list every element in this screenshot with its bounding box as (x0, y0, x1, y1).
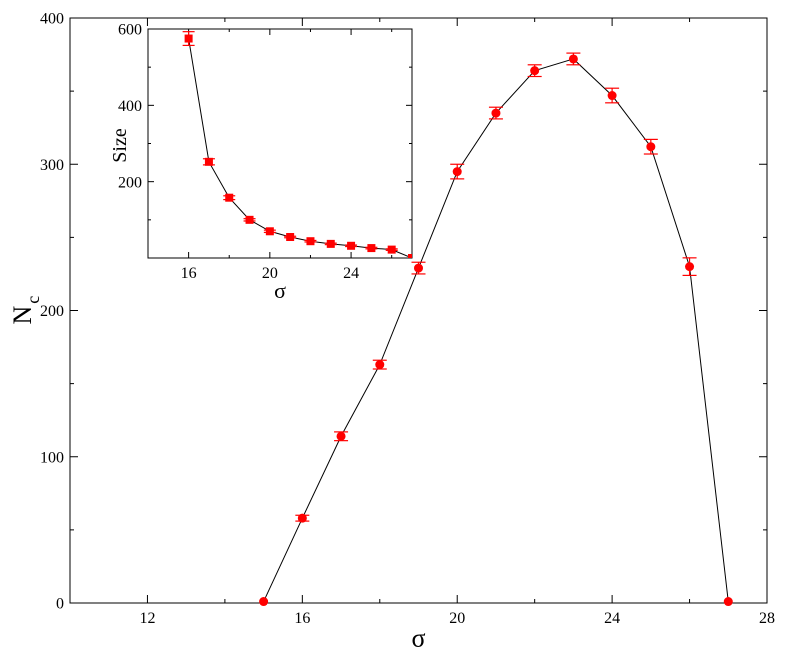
main-x-tick-label: 12 (139, 610, 155, 627)
inset-plot-area (182, 31, 412, 258)
inset-x-tick-label: 16 (181, 265, 197, 282)
inset-data-point (306, 237, 315, 246)
main-x-axis-label: σ (411, 623, 425, 652)
main-data-point (414, 263, 423, 273)
main-y-tick-label: 0 (56, 596, 64, 613)
inset-chart: 16 20 24 200 400 600 σ Size (109, 22, 413, 303)
main-data-point (607, 91, 617, 101)
inset-y-axis-label: Size (109, 128, 131, 163)
inset-x-axis-label: σ (274, 278, 286, 303)
main-data-point (259, 597, 269, 607)
main-data-point (646, 142, 656, 152)
inset-data-point (265, 227, 274, 236)
main-y-axis-label-subscript: c (23, 296, 43, 304)
inset-data-point (245, 215, 254, 224)
inset-x-tick-label: 20 (262, 265, 278, 282)
main-x-tick-label: 16 (294, 610, 310, 627)
inset-data-point (184, 34, 193, 43)
inset-data-point (387, 245, 396, 254)
main-data-point (685, 262, 695, 272)
main-x-tick-label: 28 (759, 610, 775, 627)
main-data-point (530, 66, 540, 76)
inset-y-tick-label: 600 (118, 22, 142, 39)
inset-ticks (147, 28, 412, 258)
main-x-tick-label: 24 (604, 610, 620, 627)
inset-data-point (326, 239, 335, 248)
main-data-point (568, 54, 578, 64)
inset-data-point (225, 193, 234, 202)
main-data-point (491, 108, 501, 118)
main-ticks (69, 17, 768, 604)
main-data-point (452, 167, 462, 177)
main-data-point (375, 360, 385, 370)
inset-y-tick-label: 400 (118, 98, 142, 115)
main-y-axis-label: Nc (8, 296, 43, 325)
main-data-point (723, 597, 733, 607)
main-data-point (336, 431, 346, 441)
inset-data-point (408, 254, 412, 258)
inset-data-point (286, 233, 295, 242)
main-y-tick-label: 100 (40, 449, 64, 466)
main-x-tick-label: 20 (449, 610, 465, 627)
main-y-tick-label: 300 (40, 157, 64, 174)
inset-data-point (204, 157, 213, 166)
inset-x-tick-label: 24 (343, 265, 359, 282)
inset-y-tick-label: 200 (118, 174, 142, 191)
main-y-tick-label: 200 (40, 303, 64, 320)
inset-plot-frame (147, 28, 413, 259)
main-y-tick-label: 400 (40, 11, 64, 28)
inset-data-point (347, 241, 356, 250)
main-data-point (297, 513, 307, 523)
inset-data-point (367, 244, 376, 253)
